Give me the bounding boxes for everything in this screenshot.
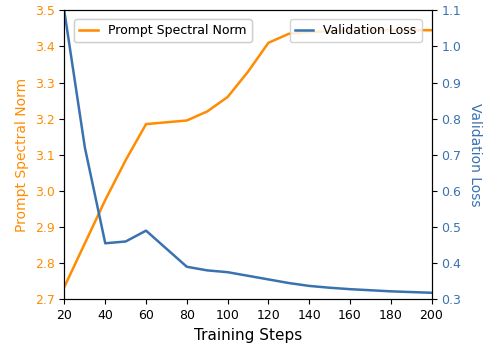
Prompt Spectral Norm bbox=[164, 120, 170, 125]
Validation Loss bbox=[62, 10, 67, 14]
Prompt Spectral Norm bbox=[326, 29, 332, 33]
Prompt Spectral Norm bbox=[429, 28, 434, 32]
Validation Loss bbox=[102, 241, 108, 245]
Prompt Spectral Norm bbox=[62, 284, 67, 289]
Prompt Spectral Norm bbox=[143, 122, 149, 126]
Legend: Validation Loss: Validation Loss bbox=[290, 20, 422, 42]
Line: Validation Loss: Validation Loss bbox=[64, 12, 432, 293]
Prompt Spectral Norm bbox=[123, 158, 128, 162]
Prompt Spectral Norm bbox=[82, 241, 88, 245]
Validation Loss bbox=[286, 281, 292, 285]
Validation Loss bbox=[123, 239, 128, 244]
Validation Loss bbox=[225, 270, 231, 274]
Validation Loss bbox=[204, 268, 210, 272]
X-axis label: Training Steps: Training Steps bbox=[194, 327, 302, 343]
Prompt Spectral Norm bbox=[368, 29, 373, 33]
Validation Loss bbox=[388, 289, 394, 293]
Prompt Spectral Norm bbox=[408, 28, 414, 32]
Validation Loss bbox=[347, 287, 353, 291]
Validation Loss bbox=[368, 288, 373, 292]
Prompt Spectral Norm bbox=[102, 198, 108, 202]
Prompt Spectral Norm bbox=[347, 29, 353, 33]
Validation Loss bbox=[306, 284, 312, 288]
Validation Loss bbox=[164, 247, 170, 251]
Prompt Spectral Norm bbox=[245, 70, 251, 74]
Legend: Prompt Spectral Norm: Prompt Spectral Norm bbox=[74, 20, 251, 42]
Prompt Spectral Norm bbox=[306, 30, 312, 34]
Validation Loss bbox=[408, 290, 414, 294]
Validation Loss bbox=[82, 146, 88, 150]
Validation Loss bbox=[184, 265, 190, 269]
Prompt Spectral Norm bbox=[225, 95, 231, 99]
Prompt Spectral Norm bbox=[184, 118, 190, 122]
Prompt Spectral Norm bbox=[388, 28, 394, 32]
Prompt Spectral Norm bbox=[286, 32, 292, 36]
Validation Loss bbox=[326, 286, 332, 290]
Y-axis label: Prompt Spectral Norm: Prompt Spectral Norm bbox=[15, 78, 29, 232]
Prompt Spectral Norm bbox=[265, 41, 271, 45]
Y-axis label: Validation Loss: Validation Loss bbox=[468, 103, 482, 206]
Line: Prompt Spectral Norm: Prompt Spectral Norm bbox=[64, 30, 432, 287]
Validation Loss bbox=[265, 277, 271, 281]
Validation Loss bbox=[245, 274, 251, 278]
Prompt Spectral Norm bbox=[204, 109, 210, 114]
Validation Loss bbox=[143, 228, 149, 233]
Validation Loss bbox=[429, 291, 434, 295]
